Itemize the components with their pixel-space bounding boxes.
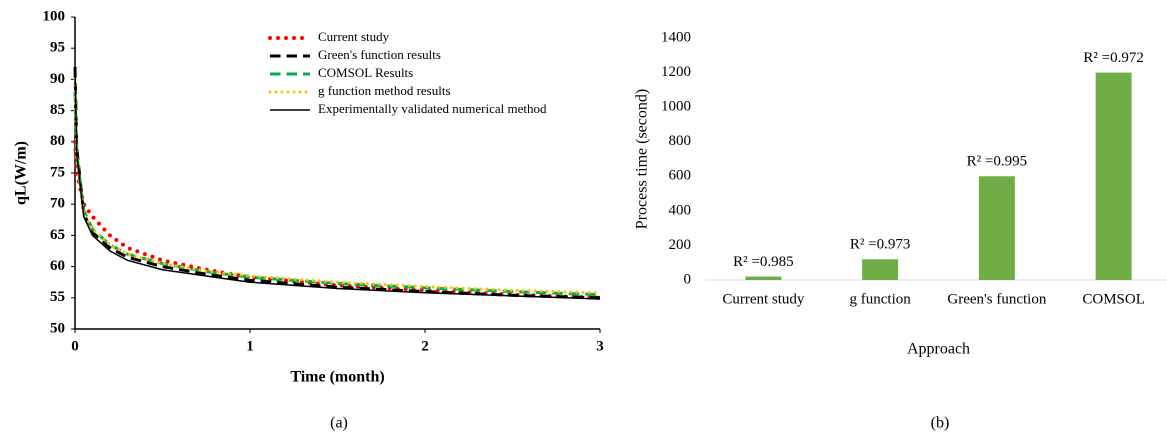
- y-tick-label: 70: [50, 196, 65, 212]
- y-tick-label: 55: [50, 289, 65, 305]
- y-tick-label: 1400: [661, 29, 691, 45]
- bar-annotation: R² =0.985: [733, 254, 793, 270]
- y-tick-label: 90: [50, 71, 65, 87]
- legend-label: Experimentally validated numerical metho…: [318, 101, 547, 116]
- y-tick-label: 200: [669, 237, 692, 253]
- legend-label: Green's function results: [318, 47, 441, 62]
- y-tick-label: 400: [669, 202, 692, 218]
- bar: [1095, 72, 1132, 280]
- panel-label: (a): [330, 415, 348, 432]
- bar-annotation: R² =0.972: [1083, 50, 1143, 66]
- line-series: [73, 139, 602, 300]
- x-tick-label: 3: [596, 338, 604, 354]
- bar: [978, 176, 1015, 280]
- x-tick-label: COMSOL: [1082, 291, 1145, 307]
- legend-label: COMSOL Results: [318, 65, 413, 80]
- legend-label: g function method results: [318, 83, 451, 98]
- y-tick-label: 65: [50, 227, 65, 243]
- x-tick-label: g function: [850, 291, 912, 307]
- x-tick-label: 0: [71, 338, 79, 354]
- y-tick-label: 60: [50, 258, 65, 274]
- x-tick-label: Current study: [722, 291, 805, 307]
- y-tick-label: 1200: [661, 64, 691, 80]
- y-tick-label: 50: [50, 320, 65, 336]
- panel-label: (b): [931, 415, 950, 432]
- x-axis-title: Time (month): [290, 369, 384, 386]
- bar-annotation: R² =0.995: [967, 154, 1027, 170]
- y-tick-label: 85: [50, 102, 65, 118]
- y-tick-label: 600: [669, 168, 692, 184]
- y-tick-label: 75: [50, 164, 65, 180]
- y-tick-label: 95: [50, 40, 65, 56]
- line-series: [74, 66, 601, 300]
- x-tick-label: Green's function: [947, 291, 1046, 307]
- y-axis-title: Process time (second): [634, 89, 651, 229]
- y-tick-label: 800: [669, 133, 692, 149]
- y-tick-label: 100: [43, 8, 66, 24]
- y-tick-label: 0: [684, 271, 692, 287]
- y-axis-title: qL(W/m): [13, 141, 30, 205]
- bar: [862, 259, 899, 280]
- bar-annotation: R² =0.973: [850, 237, 910, 253]
- legend-label: Current study: [318, 29, 390, 44]
- y-tick-label: 1000: [661, 99, 691, 115]
- x-axis-title: Approach: [907, 341, 970, 358]
- x-tick-label: 2: [421, 338, 429, 354]
- y-tick-label: 80: [50, 133, 65, 149]
- bar: [745, 276, 782, 280]
- x-tick-label: 1: [246, 338, 254, 354]
